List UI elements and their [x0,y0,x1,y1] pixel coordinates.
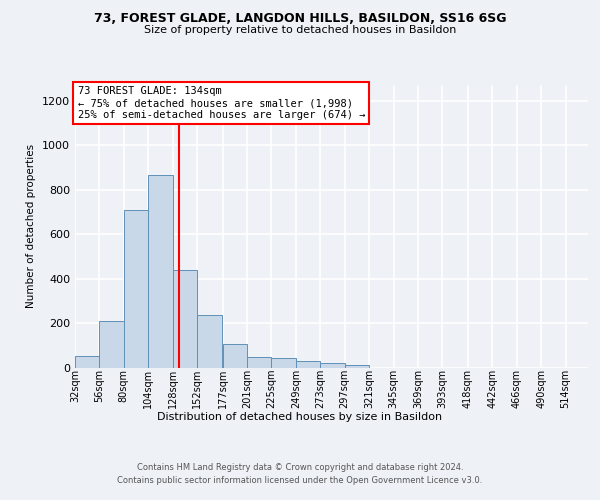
Text: 73 FOREST GLADE: 134sqm
← 75% of detached houses are smaller (1,998)
25% of semi: 73 FOREST GLADE: 134sqm ← 75% of detache… [77,86,365,120]
Bar [124,210,148,368]
Bar [100,321,124,368]
Y-axis label: Number of detached properties: Number of detached properties [26,144,37,308]
Text: Size of property relative to detached houses in Basildon: Size of property relative to detached ho… [144,25,456,35]
Text: Contains public sector information licensed under the Open Government Licence v3: Contains public sector information licen… [118,476,482,485]
Bar [148,175,173,368]
Bar [247,357,271,368]
Text: 73, FOREST GLADE, LANGDON HILLS, BASILDON, SS16 6SG: 73, FOREST GLADE, LANGDON HILLS, BASILDO… [94,12,506,26]
Bar [345,365,369,368]
Text: Contains HM Land Registry data © Crown copyright and database right 2024.: Contains HM Land Registry data © Crown c… [137,462,463,471]
Bar [197,315,221,368]
Bar [271,358,296,368]
Bar [173,270,197,368]
Bar [75,356,100,368]
Bar [223,344,247,368]
Bar [296,361,320,368]
Bar [320,362,345,368]
Text: Distribution of detached houses by size in Basildon: Distribution of detached houses by size … [157,412,443,422]
